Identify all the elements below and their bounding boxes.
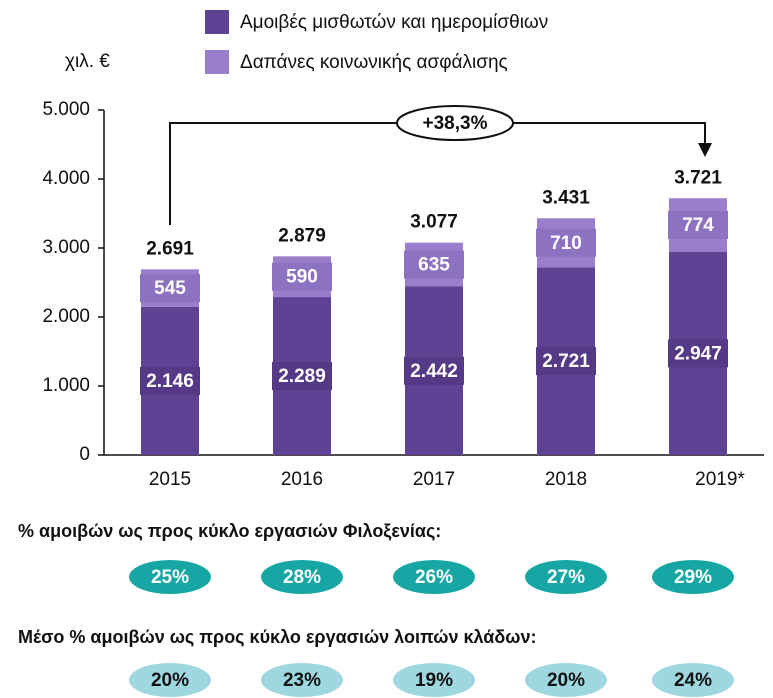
indicator-value: 27% [547, 567, 585, 588]
value-label: 774 [682, 215, 714, 236]
x-tick-label: 2016 [281, 469, 323, 490]
value-label: 710 [550, 233, 582, 254]
x-tick-label: 2019* [695, 469, 745, 490]
indicator-value: 19% [415, 670, 453, 691]
annotation-bubble [396, 105, 514, 141]
indicator-oval [261, 560, 343, 594]
value-label-box [404, 250, 464, 279]
value-label-box [668, 210, 728, 239]
value-label-box [140, 366, 200, 395]
value-label: 2.721 [542, 351, 590, 372]
value-label-box [536, 347, 596, 376]
y-tick-label: 2.000 [42, 306, 90, 327]
indicator-oval [525, 663, 607, 697]
indicator-oval [393, 560, 475, 594]
value-label-box [404, 356, 464, 385]
indicator-value: 20% [151, 670, 189, 691]
x-tick-label: 2015 [149, 469, 191, 490]
indicator-title: Μέσο % αμοιβών ως προς κύκλο εργασιών λο… [18, 627, 536, 647]
value-label: 590 [286, 267, 318, 288]
value-label: 2.947 [674, 343, 722, 364]
legend-label: Δαπάνες κοινωνικής ασφάλισης [240, 52, 508, 73]
indicator-value: 28% [283, 567, 321, 588]
indicator-value: 26% [415, 567, 453, 588]
indicator-oval [261, 663, 343, 697]
y-tick-label: 0 [79, 444, 90, 465]
y-tick-label: 3.000 [42, 237, 90, 258]
indicator-title: % αμοιβών ως προς κύκλο εργασιών Φιλοξεν… [18, 521, 441, 542]
indicator-value: 29% [674, 567, 712, 588]
total-label: 3.721 [674, 167, 722, 188]
indicator-oval [652, 663, 734, 697]
value-label: 2.146 [146, 371, 194, 392]
x-tick-label: 2018 [545, 469, 587, 490]
arrow-head [698, 143, 712, 157]
legend-swatch [205, 10, 229, 34]
indicator-value: 23% [283, 670, 321, 691]
value-label: 635 [418, 255, 450, 276]
y-tick-label: 4.000 [42, 168, 90, 189]
annotation: +38,3% [423, 113, 488, 134]
y-tick-label: 1.000 [42, 375, 90, 396]
value-label: 2.289 [278, 366, 326, 387]
value-label-box [272, 362, 332, 391]
legend-label: Αμοιβές μισθωτών και ημερομίσθιων [240, 12, 548, 33]
value-label-box [668, 339, 728, 368]
value-label: 2.442 [410, 361, 458, 382]
value-label-box [272, 262, 332, 291]
value-label-box [140, 274, 200, 303]
indicator-oval [525, 560, 607, 594]
indicator-value: 25% [151, 567, 189, 588]
indicator-oval [129, 560, 211, 594]
total-label: 2.691 [146, 238, 194, 259]
indicator-oval [129, 663, 211, 697]
indicator-value: 24% [674, 670, 712, 691]
indicator-value: 20% [547, 670, 585, 691]
total-label: 3.431 [542, 187, 590, 208]
y-tick-label: 5.000 [42, 99, 90, 120]
total-label: 2.879 [278, 225, 326, 246]
indicator-oval [393, 663, 475, 697]
legend-swatch [205, 50, 229, 74]
y-axis-label: χιλ. € [65, 51, 110, 72]
value-label-box [536, 228, 596, 257]
x-tick-label: 2017 [413, 469, 455, 490]
total-label: 3.077 [410, 212, 458, 233]
indicator-oval [652, 560, 734, 594]
value-label: 545 [154, 278, 186, 299]
